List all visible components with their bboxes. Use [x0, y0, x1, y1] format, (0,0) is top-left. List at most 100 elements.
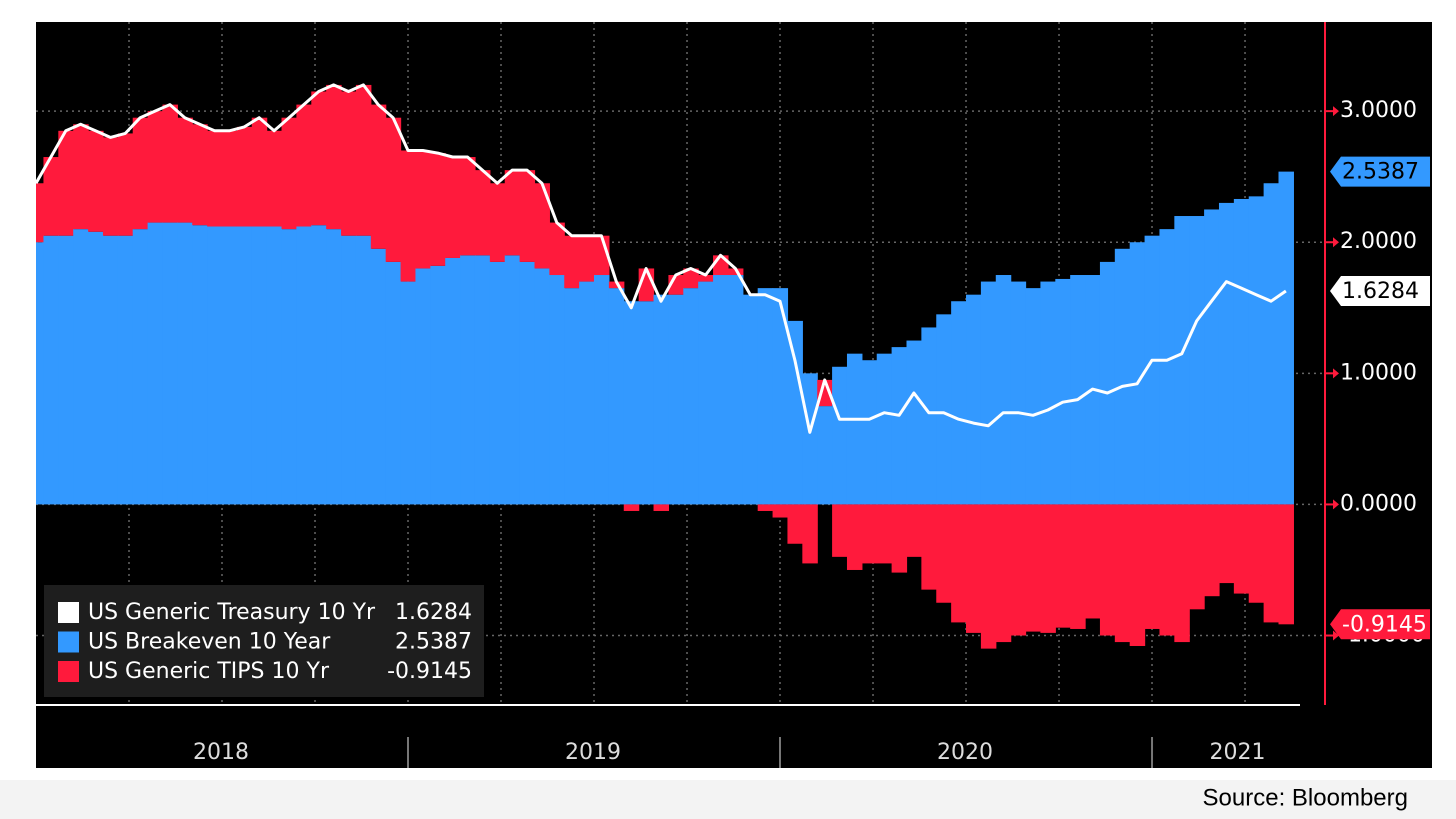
legend-value: 2.5387 [395, 630, 472, 655]
breakeven-bar [891, 347, 908, 505]
tips-bar [921, 504, 937, 590]
breakeven-bar [832, 366, 848, 505]
treasury-line [36, 83, 1287, 434]
value-tag-label: 2.5387 [1342, 160, 1419, 185]
breakeven-bar [311, 225, 327, 505]
breakeven-bar [817, 406, 833, 505]
tips-bar [73, 124, 89, 230]
tips-bar [207, 130, 223, 227]
breakeven-bar [980, 281, 997, 505]
legend-swatch [58, 631, 79, 653]
breakeven-bar [549, 275, 565, 505]
tips-bar [43, 157, 59, 236]
tips-bar [1204, 504, 1220, 597]
tips-bar [757, 504, 774, 511]
breakeven-bar [88, 231, 104, 505]
tips-bar [653, 504, 670, 511]
legend-swatch [58, 602, 79, 623]
breakeven-bar [1159, 229, 1175, 505]
tips-bar [281, 117, 298, 230]
breakeven-bar [474, 255, 491, 505]
tips-bar [683, 268, 699, 289]
breakeven-bar [1129, 242, 1146, 505]
tips-bar [58, 130, 74, 236]
breakeven-bar [460, 255, 476, 505]
breakeven-bar [385, 261, 402, 505]
breakeven-bar [162, 222, 178, 505]
tips-bar [1248, 504, 1265, 603]
breakeven-bar [1218, 202, 1235, 505]
breakeven-bar [400, 281, 417, 505]
breakeven-bar [73, 229, 89, 505]
tips-bar [1070, 504, 1086, 629]
breakeven-bar [415, 268, 431, 505]
legend-label: US Generic Treasury 10 Yr [88, 600, 376, 625]
tips-bar [117, 133, 134, 236]
tips-bar [162, 104, 178, 223]
breakeven-bar [772, 288, 789, 505]
breakeven-bar [564, 288, 580, 505]
breakeven-bar [296, 226, 312, 505]
breakeven-bar [594, 275, 610, 505]
breakeven-bar [668, 294, 684, 505]
breakeven-bar [698, 281, 714, 505]
y-tick-label: 3.0000 [1340, 98, 1417, 123]
tips-bar [1144, 504, 1161, 629]
tips-bar [534, 183, 550, 269]
breakeven-bar [430, 265, 446, 505]
tips-bar [88, 130, 104, 232]
tips-bar [1189, 504, 1205, 610]
tips-bar [222, 130, 238, 227]
breakeven-bar [132, 229, 149, 505]
breakeven-bar [1114, 248, 1131, 505]
x-tick-label: 2020 [937, 740, 993, 765]
tips-bar [966, 504, 982, 633]
breakeven-bar [504, 255, 521, 505]
breakeven-bar [177, 222, 193, 505]
breakeven-bar [326, 229, 342, 505]
tips-bar [951, 504, 967, 623]
breakeven-bar [608, 288, 625, 505]
tips-bar [1085, 504, 1101, 619]
breakeven-bar [519, 261, 536, 505]
breakeven-bar [1144, 235, 1161, 505]
tips-bar [1174, 504, 1190, 643]
breakeven-bar [1189, 216, 1205, 505]
tips-bar [564, 235, 580, 289]
breakeven-bar [341, 235, 357, 505]
tips-bar [132, 117, 149, 230]
legend: US Generic Treasury 10 Yr 1.6284 US Breake… [44, 585, 484, 697]
tips-bar [876, 504, 893, 564]
tips-bar [341, 91, 357, 236]
x-tick-label: 2021 [1210, 740, 1266, 765]
tips-bar [504, 170, 521, 256]
breakeven-bar [727, 275, 744, 505]
breakeven-bar [1278, 171, 1294, 505]
tips-bar [846, 504, 863, 570]
value-tag [1330, 275, 1430, 306]
tips-bar [623, 504, 640, 511]
breakeven-bar [445, 257, 461, 505]
tips-bar [1159, 504, 1175, 636]
breakeven-bar [1010, 281, 1027, 505]
value-tag [1330, 156, 1430, 187]
footer-strip [0, 780, 1456, 819]
tips-bar [474, 170, 491, 256]
breakeven-bar [906, 340, 922, 505]
tips-bar [177, 117, 193, 223]
breakeven-bar [236, 226, 253, 505]
y-tick-arrow [1333, 630, 1339, 641]
tips-bar [995, 504, 1012, 643]
tips-bar [1278, 504, 1294, 625]
tips-bar [1218, 504, 1235, 584]
tips-bar [236, 126, 253, 227]
tips-bar [1055, 504, 1071, 628]
tips-bar [1129, 504, 1146, 647]
breakeven-bar [995, 275, 1012, 505]
tips-bar [1010, 504, 1027, 636]
breakeven-bar [1025, 288, 1042, 505]
y-tick-arrow [1333, 499, 1339, 510]
tips-bar [787, 504, 803, 544]
tips-bar [1025, 504, 1042, 632]
tips-bar [906, 504, 922, 557]
